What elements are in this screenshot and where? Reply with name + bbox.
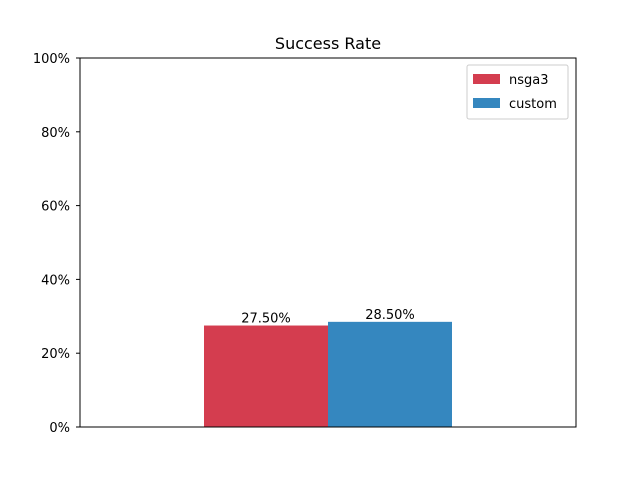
y-axis: 0% 20% 40% 60% 80% 100% <box>33 52 80 436</box>
y-tick-label: 40% <box>41 273 70 288</box>
chart-title: Success Rate <box>275 34 381 53</box>
data-label-nsga3: 27.50% <box>241 312 291 327</box>
y-tick-label: 60% <box>41 200 70 215</box>
legend-swatch-nsga3 <box>473 74 500 84</box>
bar-group: 27.50% 28.50% <box>204 308 452 427</box>
legend-swatch-custom <box>473 98 500 108</box>
bar-nsga3 <box>204 325 328 427</box>
y-tick-label: 80% <box>41 126 70 141</box>
y-tick-label: 20% <box>41 347 70 362</box>
legend-label-nsga3: nsga3 <box>509 73 549 88</box>
data-label-custom: 28.50% <box>365 308 415 323</box>
plot-frame <box>79 57 577 428</box>
y-tick-label: 100% <box>33 52 70 67</box>
y-tick-label: 0% <box>49 421 70 436</box>
bar-custom <box>328 321 452 427</box>
legend: nsga3 custom <box>466 64 569 120</box>
legend-label-custom: custom <box>509 97 557 112</box>
